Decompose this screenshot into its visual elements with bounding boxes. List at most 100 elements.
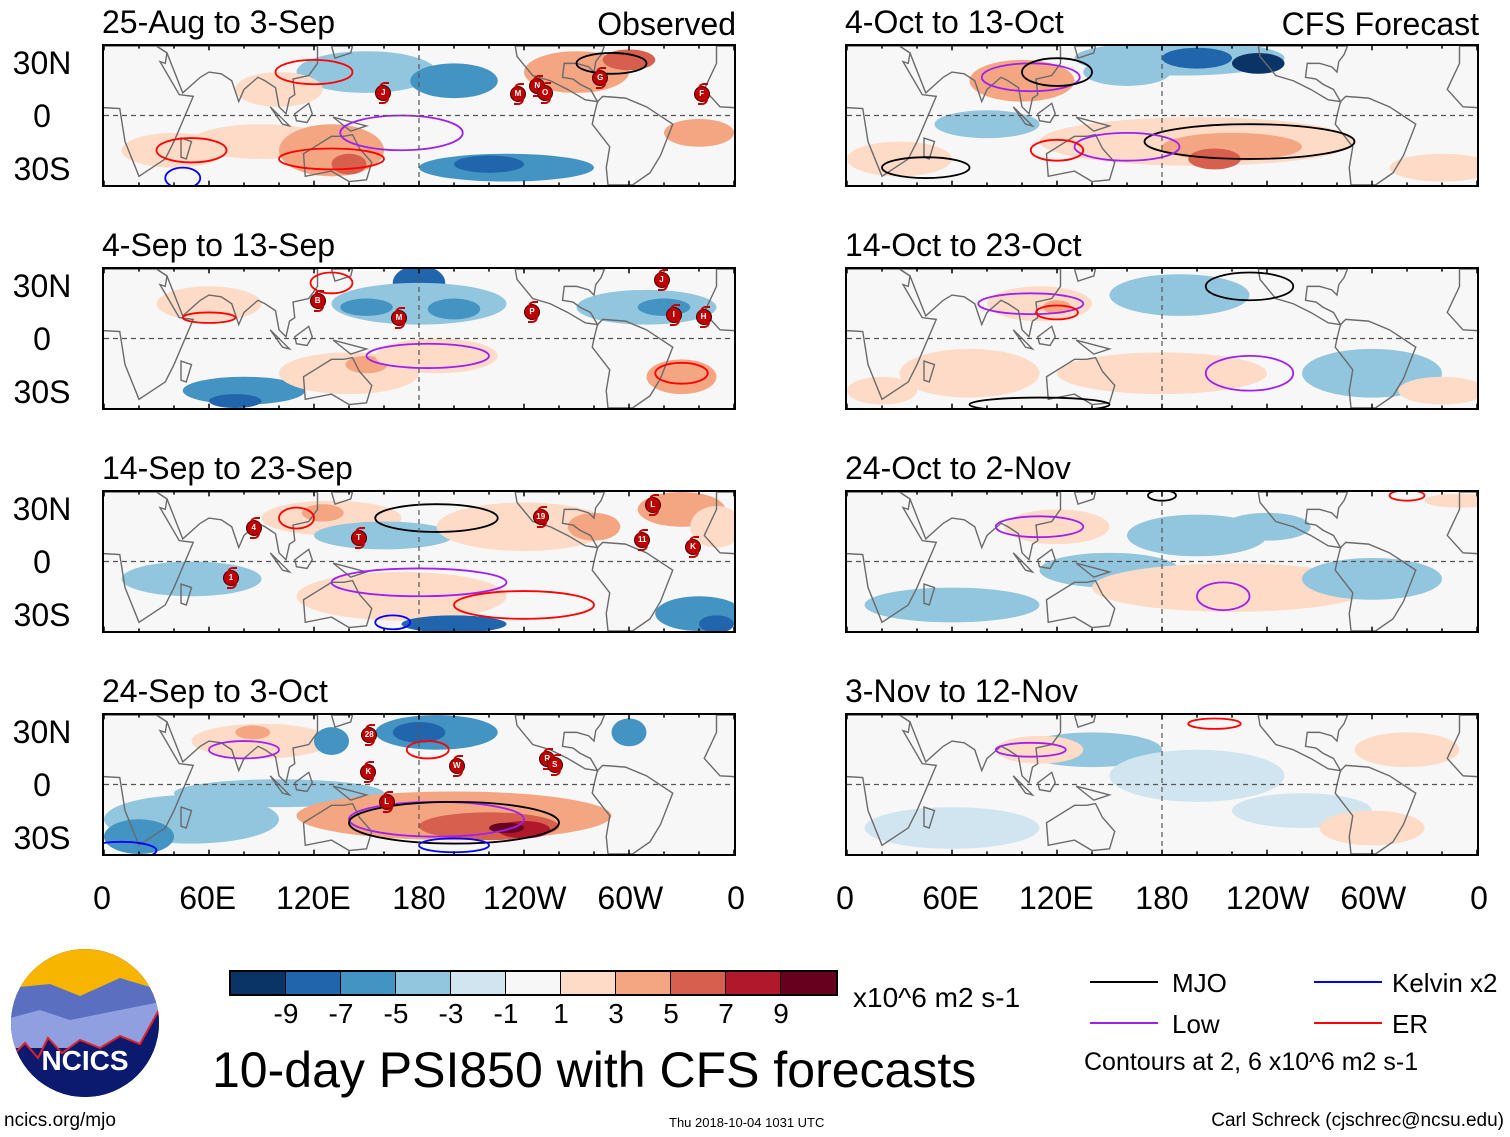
psi850-map	[104, 269, 734, 408]
coastline	[1335, 319, 1416, 408]
colorbar-label: 1	[553, 998, 569, 1029]
wave-contour	[996, 743, 1066, 757]
coastline	[1258, 269, 1347, 325]
coastline	[704, 269, 734, 399]
x-tick-label: 180	[1135, 880, 1189, 916]
tropical-cyclone-marker: P	[524, 300, 540, 323]
coastline	[1335, 96, 1416, 185]
coastline	[332, 269, 353, 281]
anomaly-shading	[1398, 376, 1477, 405]
anomaly-shading	[401, 615, 507, 631]
wave-contour	[279, 149, 384, 170]
tropical-cyclone-marker: J	[653, 269, 670, 292]
x-tick-label: 60E	[922, 880, 980, 916]
coastline	[1447, 492, 1477, 622]
tropical-cyclone-marker: I	[665, 304, 682, 327]
y-tick-label: 30S	[13, 374, 71, 410]
coastline	[1258, 492, 1347, 548]
map-panel: 4 T 1 19 L 11 K	[102, 490, 736, 633]
tropical-cyclone-marker: L	[378, 791, 395, 814]
coastline	[900, 269, 1061, 337]
anomaly-shading	[637, 298, 691, 316]
anomaly-shading	[864, 807, 1040, 849]
coastline	[704, 492, 734, 622]
y-tick-label: 0	[33, 321, 51, 357]
coastline	[295, 549, 313, 568]
x-tick-label: 60W	[1340, 880, 1407, 916]
svg-text:NCICS: NCICS	[41, 1045, 128, 1076]
psi850-map	[104, 46, 734, 185]
tropical-cyclone-marker: K	[685, 535, 701, 558]
tropical-cyclone-marker: 11	[634, 528, 651, 551]
wave-contour	[279, 508, 314, 529]
anomaly-shading	[156, 286, 262, 322]
psi850-map	[847, 269, 1477, 408]
coastline	[332, 46, 353, 58]
colorbar-swatch	[561, 972, 616, 994]
legend-line-kelvin	[1314, 981, 1382, 983]
tropical-cyclone-marker: O	[537, 81, 554, 104]
colorbar-swatch	[781, 972, 836, 994]
coastline	[1447, 46, 1477, 176]
coastline	[1076, 340, 1109, 354]
x-tick-label: 0	[836, 880, 854, 916]
wave-contour	[577, 53, 647, 74]
colorbar-swatch	[396, 972, 451, 994]
anomaly-shading	[1188, 148, 1241, 170]
tropical-cyclone-marker: M	[391, 306, 407, 329]
coastline	[295, 772, 313, 791]
colorbar-swatch	[451, 972, 506, 994]
footer-author: Carl Schreck (cjschrec@ncsu.edu)	[1211, 1110, 1504, 1131]
coastline	[332, 492, 353, 504]
coastline	[1335, 542, 1416, 631]
anomaly-shading	[1354, 732, 1460, 768]
y-tick-label: 0	[33, 98, 51, 134]
anomaly-shading	[331, 153, 367, 175]
anomaly-shading	[301, 504, 344, 522]
coastline	[704, 46, 734, 176]
coastline	[1076, 117, 1109, 131]
wave-contour	[1188, 718, 1241, 728]
tropical-cyclone-marker: B	[309, 290, 326, 313]
ncics-logo: NCICS	[10, 948, 160, 1098]
anomaly-shading	[489, 822, 524, 834]
wave-contour	[1197, 582, 1250, 610]
coastline	[333, 786, 366, 800]
psi850-map	[847, 46, 1477, 185]
wave-contour	[1022, 58, 1092, 86]
y-tick-label: 30N	[12, 491, 72, 527]
colorbar-swatch	[286, 972, 341, 994]
wave-contour	[165, 168, 200, 185]
anomaly-shading	[1319, 810, 1425, 846]
colorbar-label: -5	[383, 998, 409, 1029]
anomaly-shading	[436, 502, 612, 552]
tropical-cyclone-marker: K	[360, 760, 377, 783]
wave-contour	[1145, 124, 1355, 159]
coastline	[1258, 715, 1347, 771]
y-tick-label: 30S	[13, 820, 71, 856]
y-tick-label: 30S	[13, 597, 71, 633]
tropical-cyclone-marker: 4	[245, 516, 262, 539]
coastline	[304, 804, 372, 851]
anomaly-shading	[611, 718, 647, 747]
wave-contour	[1390, 492, 1425, 501]
anomaly-shading	[934, 110, 1040, 139]
legend-label-low: Low	[1172, 1009, 1220, 1039]
legend-line-er	[1314, 1022, 1382, 1024]
coastline	[924, 584, 935, 605]
wave-contour	[978, 293, 1083, 314]
anomaly-shading	[1004, 509, 1110, 545]
anomaly-shading	[690, 505, 734, 548]
coastline	[592, 765, 673, 854]
anomaly-shading	[235, 72, 323, 107]
colorbar-swatch	[341, 972, 396, 994]
panel-title: 24-Sep to 3-Oct	[102, 673, 328, 709]
coastline	[304, 581, 372, 628]
coastline	[1258, 46, 1347, 102]
wave-contour	[183, 312, 236, 322]
coastline	[157, 46, 318, 114]
panel-source-label: CFS Forecast	[1281, 6, 1479, 42]
anomaly-shading	[392, 721, 446, 743]
coastline	[1047, 135, 1115, 182]
coastline	[304, 358, 372, 405]
